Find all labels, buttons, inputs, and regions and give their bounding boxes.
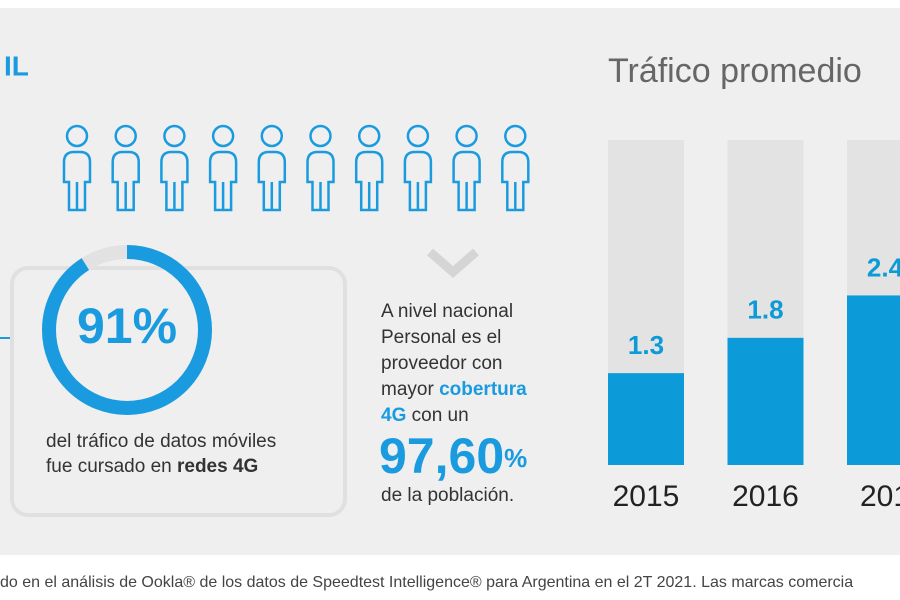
person-body — [160, 150, 189, 212]
person-head — [260, 124, 284, 148]
person-head — [357, 124, 381, 148]
ring-arc — [42, 245, 212, 415]
footnote: do en el análisis de Ookla® de los datos… — [0, 574, 853, 591]
person-body — [257, 150, 287, 212]
person-head — [309, 124, 332, 148]
percent-label: 91% — [77, 298, 177, 354]
caption-bold: redes 4G — [177, 456, 258, 477]
person-body — [306, 150, 335, 212]
person-body — [501, 150, 530, 212]
x-tick-label: 2016 — [732, 480, 799, 513]
coverage-bold: cobertura — [439, 379, 527, 400]
coverage-line: A nivel nacional — [381, 301, 513, 322]
person-body — [452, 150, 481, 212]
value-label: 1.8 — [747, 295, 783, 325]
person-body — [208, 150, 238, 212]
x-tick-label: 201 — [860, 480, 900, 513]
person-head — [65, 124, 89, 148]
person-icon — [160, 124, 189, 212]
value-label: 1.3 — [628, 330, 664, 360]
person-body — [354, 150, 384, 212]
person-head — [455, 124, 478, 148]
caption-line: fue cursado en redes 4G — [46, 456, 258, 477]
person-icon — [208, 124, 238, 212]
header-label: IL — [4, 50, 29, 81]
person-body — [111, 150, 140, 212]
person-icon — [501, 124, 530, 212]
bar — [608, 373, 684, 465]
person-icon — [62, 124, 92, 212]
person-head — [114, 124, 137, 148]
person-body — [403, 150, 433, 212]
figure-number: 97,60 — [379, 428, 504, 484]
person-body — [62, 150, 92, 212]
bar — [727, 337, 804, 465]
bar-chart: 1.3 2015 1.8 2016 2.4 201 — [608, 140, 900, 513]
coverage-line: mayor cobertura — [381, 379, 527, 400]
value-label: 2.4 — [867, 252, 900, 282]
bar — [847, 295, 900, 465]
coverage-bold: 4G — [381, 405, 406, 426]
people-icons — [62, 124, 530, 212]
coverage-line: de la población. — [381, 485, 514, 506]
x-tick-label: 2015 — [613, 480, 680, 513]
person-head — [406, 124, 430, 148]
coverage-line: 4G con un — [381, 405, 469, 426]
coverage-text: mayor — [381, 379, 439, 400]
caption-text: fue cursado en — [46, 456, 177, 477]
coverage-line: Personal es el — [381, 327, 501, 348]
person-head — [163, 124, 186, 148]
coverage-figure: 97,60% — [379, 428, 527, 484]
caption-line: del tráfico de datos móviles — [46, 431, 276, 452]
figure-unit: % — [504, 443, 527, 473]
person-icon — [306, 124, 335, 212]
person-head — [504, 124, 527, 148]
chevron — [427, 248, 479, 278]
person-icon — [257, 124, 287, 212]
person-icon — [403, 124, 433, 212]
person-icon — [354, 124, 384, 212]
chart-title: Tráfico promedio — [608, 52, 862, 90]
coverage-line: proveedor con — [381, 353, 502, 374]
person-head — [211, 124, 235, 148]
person-icon — [452, 124, 481, 212]
coverage-text: con un — [406, 405, 468, 426]
person-icon — [111, 124, 140, 212]
